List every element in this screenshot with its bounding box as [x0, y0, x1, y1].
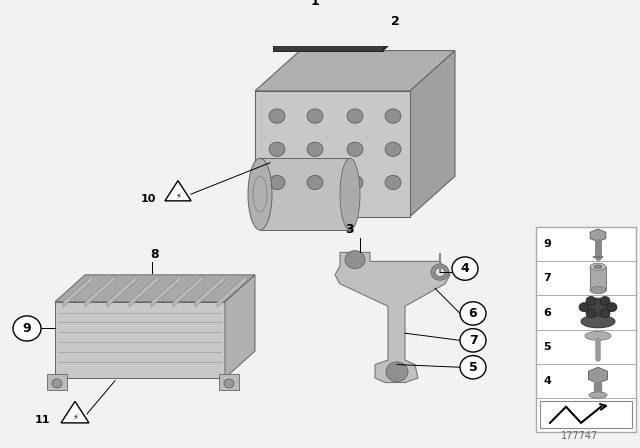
Circle shape	[269, 175, 285, 190]
Circle shape	[386, 362, 408, 382]
Circle shape	[345, 250, 365, 269]
Polygon shape	[217, 275, 247, 307]
Circle shape	[347, 175, 363, 190]
Text: 9: 9	[543, 239, 551, 250]
Bar	[540, 401, 632, 428]
Ellipse shape	[581, 315, 615, 328]
Circle shape	[586, 309, 596, 318]
Circle shape	[385, 175, 401, 190]
Text: 4: 4	[543, 376, 551, 386]
Ellipse shape	[594, 265, 602, 269]
Polygon shape	[173, 275, 203, 307]
Circle shape	[460, 356, 486, 379]
Circle shape	[52, 379, 62, 388]
Circle shape	[607, 303, 617, 312]
Ellipse shape	[589, 392, 607, 398]
Circle shape	[307, 109, 323, 123]
Circle shape	[385, 109, 401, 123]
Text: 3: 3	[346, 223, 355, 236]
Polygon shape	[225, 275, 255, 378]
Text: 11: 11	[35, 415, 50, 425]
Polygon shape	[383, 11, 406, 51]
Polygon shape	[85, 275, 115, 307]
Circle shape	[224, 379, 234, 388]
Polygon shape	[129, 275, 159, 307]
Text: 7: 7	[468, 334, 477, 347]
Bar	[219, 374, 239, 390]
Text: 6: 6	[468, 307, 477, 320]
Circle shape	[435, 268, 445, 277]
Polygon shape	[107, 275, 137, 307]
Polygon shape	[63, 275, 93, 307]
Ellipse shape	[340, 158, 360, 230]
Text: ⚡: ⚡	[72, 413, 78, 422]
Circle shape	[307, 142, 323, 156]
Polygon shape	[273, 11, 406, 31]
Text: 4: 4	[461, 262, 469, 275]
Ellipse shape	[584, 298, 612, 316]
Text: 177747: 177747	[561, 431, 598, 441]
Bar	[260, 158, 350, 230]
Ellipse shape	[248, 158, 272, 230]
Circle shape	[600, 297, 610, 306]
Polygon shape	[335, 252, 450, 383]
Ellipse shape	[585, 332, 611, 340]
Polygon shape	[165, 181, 191, 201]
Bar	[47, 374, 67, 390]
Circle shape	[269, 109, 285, 123]
Polygon shape	[55, 302, 225, 378]
Circle shape	[347, 142, 363, 156]
Circle shape	[452, 257, 478, 280]
Text: 5: 5	[468, 361, 477, 374]
Circle shape	[13, 316, 41, 341]
Circle shape	[579, 303, 589, 312]
Polygon shape	[273, 31, 383, 51]
Circle shape	[460, 302, 486, 325]
Circle shape	[307, 175, 323, 190]
Polygon shape	[588, 367, 607, 383]
Text: 7: 7	[543, 273, 551, 284]
Circle shape	[600, 309, 610, 318]
Polygon shape	[590, 229, 606, 241]
Ellipse shape	[590, 287, 606, 294]
Text: 8: 8	[150, 247, 159, 260]
Circle shape	[385, 142, 401, 156]
Polygon shape	[151, 275, 181, 307]
Circle shape	[347, 109, 363, 123]
Bar	[590, 267, 606, 290]
Circle shape	[586, 297, 596, 306]
Ellipse shape	[590, 263, 606, 271]
Polygon shape	[195, 275, 225, 307]
Bar	[536, 227, 636, 432]
Polygon shape	[61, 401, 89, 423]
Text: 9: 9	[22, 322, 31, 335]
Polygon shape	[410, 51, 455, 216]
Circle shape	[269, 142, 285, 156]
Text: 1: 1	[310, 0, 319, 8]
Text: 5: 5	[543, 342, 551, 352]
Circle shape	[431, 264, 449, 280]
Polygon shape	[255, 51, 455, 91]
Polygon shape	[255, 91, 410, 216]
Text: 6: 6	[543, 307, 551, 318]
Text: ⚡: ⚡	[175, 191, 181, 200]
Polygon shape	[55, 275, 255, 302]
Text: 2: 2	[391, 15, 400, 28]
Circle shape	[460, 329, 486, 352]
Text: 10: 10	[141, 194, 156, 203]
